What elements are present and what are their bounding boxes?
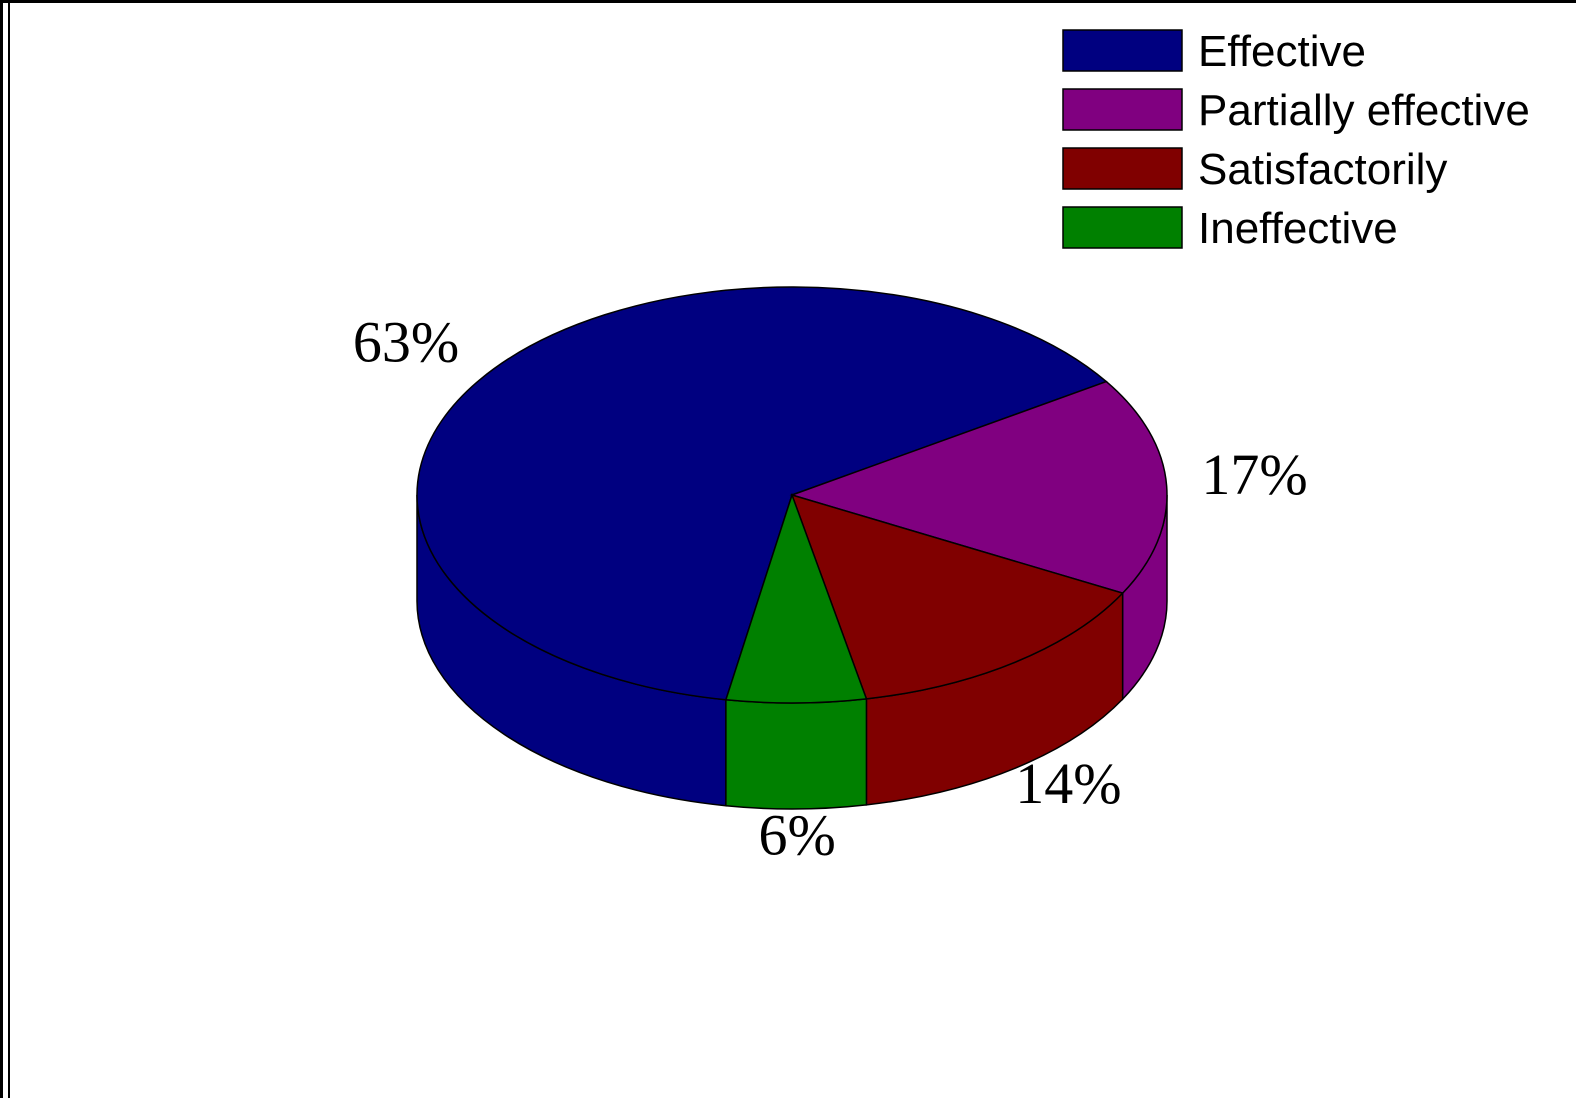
pie-slice-effective <box>416 286 1108 701</box>
pie-label-partially-effective: 17% <box>1201 442 1307 507</box>
legend-label-effective: Effective <box>1198 27 1366 76</box>
pie-label-satisfactorily: 14% <box>1015 751 1121 816</box>
legend-label-ineffective: Ineffective <box>1198 204 1398 253</box>
pie-slice-satisfactorily <box>790 493 1125 700</box>
legend-swatch-satisfactorily <box>1062 147 1183 190</box>
pie-slice-ineffective <box>724 492 868 704</box>
legend-label-partially-effective: Partially effective <box>1198 86 1530 135</box>
legend-label-satisfactorily: Satisfactorily <box>1198 145 1447 194</box>
pie-label-effective: 63% <box>353 309 459 374</box>
pie-slice-partially-effective <box>789 380 1168 594</box>
pie-side-walls <box>416 494 1168 810</box>
pie-label-ineffective: 6% <box>759 803 836 868</box>
chart-legend: Effective Partially effective Satisfactori… <box>1062 27 1530 253</box>
pie-percent-labels: 63% 17% 14% 6% <box>353 309 1308 867</box>
legend-swatch-partially-effective <box>1062 88 1183 131</box>
legend-swatch-ineffective <box>1062 206 1183 249</box>
legend-swatch-effective <box>1062 29 1183 72</box>
pie-side-ineffective <box>725 698 868 810</box>
chart-inner-border <box>8 3 1576 1098</box>
pie-top-faces <box>416 286 1168 704</box>
